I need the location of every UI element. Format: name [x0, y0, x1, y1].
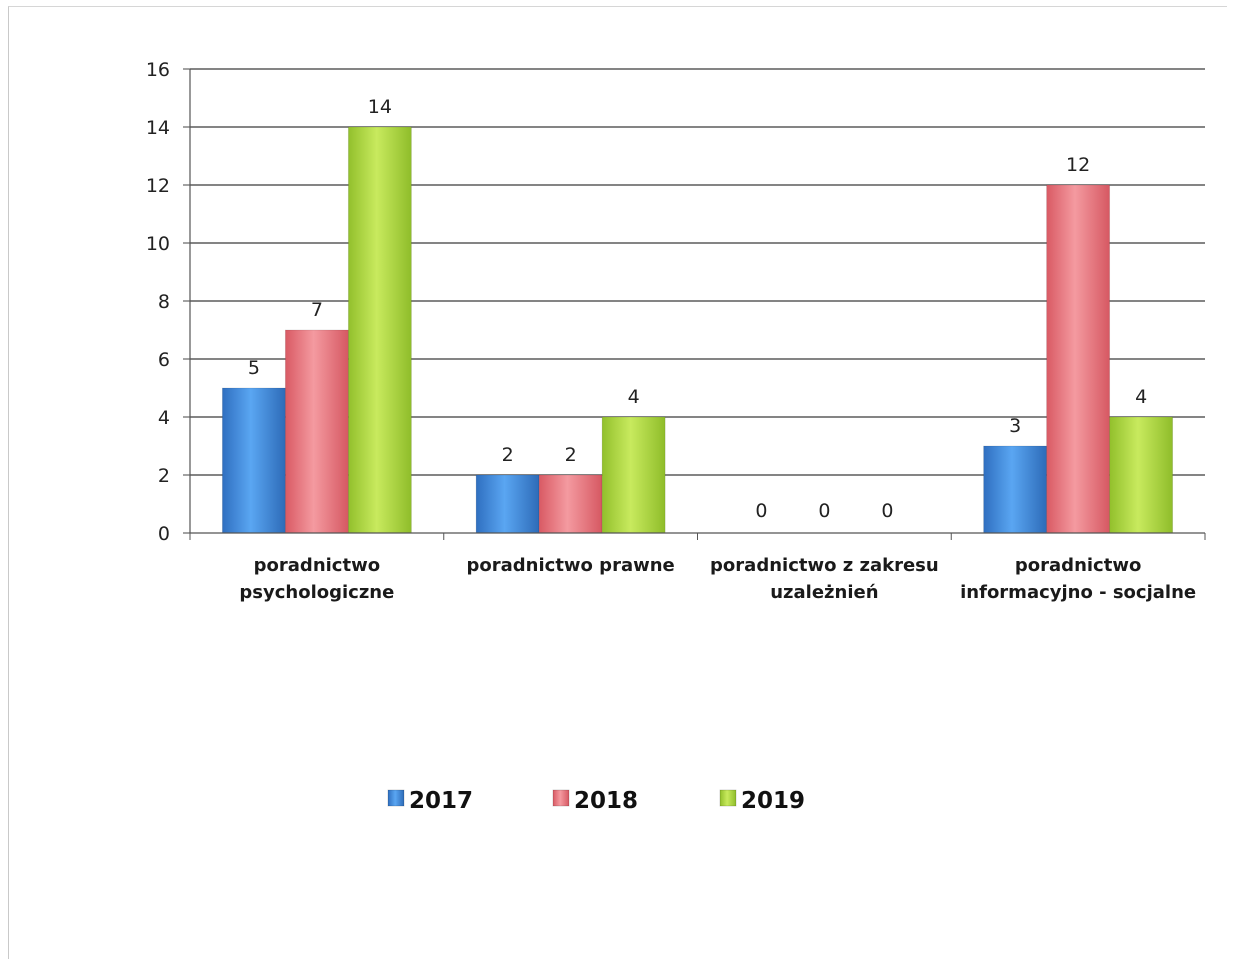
bar-2018-1: [538, 474, 603, 534]
bar-2018-0: [284, 329, 349, 534]
category-labels: poradnictwo psychologiczne poradnictwo pra…: [239, 555, 1196, 603]
data-label: 4: [628, 386, 640, 408]
category-label: poradnictwo prawne: [467, 555, 675, 576]
bars: [221, 126, 1174, 534]
legend-swatch-2019: [719, 789, 737, 807]
data-label: 4: [1135, 386, 1147, 408]
category-label: poradnictwo: [254, 555, 380, 576]
y-tick-label: 4: [158, 407, 170, 429]
data-label: 2: [502, 444, 514, 466]
bar-2017-3: [983, 445, 1048, 534]
data-label: 3: [1009, 415, 1021, 437]
data-label: 12: [1066, 154, 1090, 176]
y-tick-label: 6: [158, 349, 170, 371]
data-label: 2: [565, 444, 577, 466]
data-label: 14: [368, 96, 392, 118]
y-tick-label: 14: [146, 117, 170, 139]
chart-frame: [8, 6, 1227, 959]
bar-2017-0: [221, 387, 286, 534]
bar-2019-3: [1109, 416, 1174, 534]
data-labels: 5 7 14 2 2 4 0 0 0 3 12 4: [248, 96, 1147, 522]
category-label: poradnictwo: [1015, 555, 1141, 576]
y-tick-label: 12: [146, 175, 170, 197]
legend-label-2017: 2017: [409, 788, 473, 814]
data-label: 7: [311, 299, 323, 321]
bar-2018-3: [1046, 184, 1111, 534]
legend-label-2018: 2018: [574, 788, 638, 814]
category-label: uzależnień: [770, 582, 878, 603]
data-label: 0: [818, 500, 830, 522]
y-tick-label: 10: [146, 233, 170, 255]
y-tick-label: 2: [158, 465, 170, 487]
category-label: informacyjno - socjalne: [960, 582, 1196, 603]
bar-2019-0: [347, 126, 412, 534]
y-tick-label: 0: [158, 523, 170, 545]
category-label: poradnictwo z zakresu: [710, 555, 939, 576]
legend: 2017 2018 2019: [387, 788, 805, 814]
axes: [189, 69, 1206, 540]
category-label: psychologiczne: [239, 582, 394, 603]
legend-label-2019: 2019: [741, 788, 805, 814]
data-label: 5: [248, 357, 260, 379]
data-label: 0: [881, 500, 893, 522]
gridlines: [190, 68, 1205, 476]
y-tick-label: 16: [146, 59, 170, 81]
bar-2017-1: [475, 474, 540, 534]
legend-swatch-2017: [387, 789, 405, 807]
bar-2019-1: [601, 416, 666, 534]
data-label: 0: [755, 500, 767, 522]
y-tick-label: 8: [158, 291, 170, 313]
y-axis-ticks: 0 2 4 6 8 10 12 14 16: [146, 59, 190, 545]
legend-swatch-2018: [552, 789, 570, 807]
